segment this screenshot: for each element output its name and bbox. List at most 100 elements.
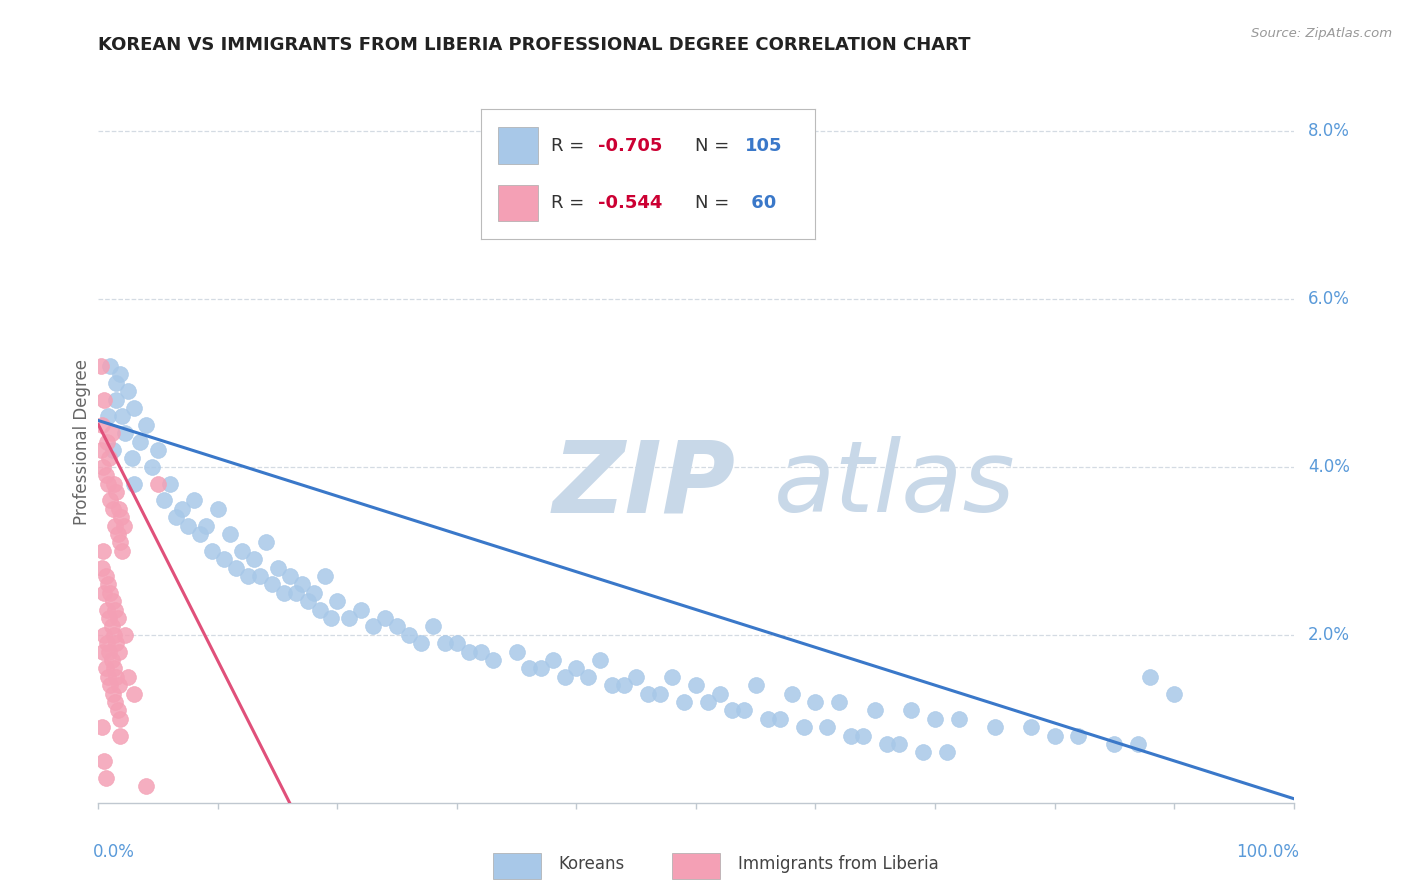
Point xyxy=(948,712,970,726)
Point xyxy=(889,737,911,751)
Text: 8.0%: 8.0% xyxy=(1308,121,1350,140)
Point xyxy=(129,434,152,449)
Point xyxy=(100,619,122,633)
Point xyxy=(302,586,325,600)
Point xyxy=(745,678,768,692)
Text: 6.0%: 6.0% xyxy=(1308,290,1350,308)
Point xyxy=(912,745,935,759)
Text: Immigrants from Liberia: Immigrants from Liberia xyxy=(738,855,939,873)
Point xyxy=(685,678,707,692)
Point xyxy=(100,653,122,667)
Point xyxy=(350,602,373,616)
Point xyxy=(249,569,271,583)
Text: ZIP: ZIP xyxy=(553,436,735,533)
Point xyxy=(105,670,128,684)
Point xyxy=(225,560,247,574)
Point xyxy=(98,611,121,625)
Point xyxy=(98,493,122,508)
Point xyxy=(98,359,122,373)
Point xyxy=(91,644,114,658)
Point xyxy=(697,695,720,709)
Point xyxy=(1067,729,1090,743)
Point xyxy=(148,476,170,491)
Point xyxy=(91,543,114,558)
Point xyxy=(94,468,117,483)
Point xyxy=(91,417,114,432)
Point xyxy=(804,695,827,709)
Point xyxy=(188,527,211,541)
Point xyxy=(1104,737,1126,751)
Point xyxy=(96,636,118,650)
Point xyxy=(172,501,194,516)
Text: Koreans: Koreans xyxy=(558,855,624,873)
Point xyxy=(105,636,128,650)
Point xyxy=(124,687,146,701)
Point xyxy=(817,720,839,734)
Point xyxy=(117,670,139,684)
Point xyxy=(101,687,124,701)
Point xyxy=(114,628,136,642)
Point xyxy=(135,779,157,793)
Point xyxy=(284,586,307,600)
Point xyxy=(236,569,259,583)
Point xyxy=(756,712,779,726)
Point xyxy=(135,417,157,432)
Point xyxy=(865,703,887,717)
Point xyxy=(709,687,731,701)
Point xyxy=(984,720,1007,734)
Point xyxy=(852,729,875,743)
Point xyxy=(108,535,131,549)
Point xyxy=(1043,729,1066,743)
Text: 4.0%: 4.0% xyxy=(1308,458,1350,475)
Point xyxy=(103,476,125,491)
Point xyxy=(517,661,540,675)
Point xyxy=(96,434,118,449)
Point xyxy=(93,628,115,642)
Point xyxy=(422,619,444,633)
Text: 100.0%: 100.0% xyxy=(1236,843,1299,861)
Point xyxy=(97,577,120,591)
Point xyxy=(637,687,659,701)
Point xyxy=(93,586,115,600)
Point xyxy=(108,712,131,726)
Point xyxy=(110,510,132,524)
Point xyxy=(278,569,301,583)
Point xyxy=(673,695,696,709)
Point xyxy=(98,644,121,658)
Point xyxy=(530,661,553,675)
Point xyxy=(107,611,129,625)
Point xyxy=(103,661,125,675)
Point xyxy=(793,720,815,734)
Point xyxy=(101,594,124,608)
Point xyxy=(900,703,922,717)
Point xyxy=(458,644,481,658)
Point xyxy=(97,409,120,424)
Point xyxy=(93,754,115,768)
Point xyxy=(114,426,136,441)
Point xyxy=(733,703,755,717)
Point xyxy=(97,476,120,491)
Point xyxy=(339,611,361,625)
Point xyxy=(470,644,492,658)
Point xyxy=(177,518,200,533)
Point xyxy=(297,594,319,608)
Point xyxy=(90,359,112,373)
Point xyxy=(201,543,224,558)
Point xyxy=(105,392,128,407)
Point xyxy=(94,771,117,785)
Point xyxy=(363,619,385,633)
Point xyxy=(254,535,277,549)
Point xyxy=(91,459,114,474)
Point xyxy=(98,586,122,600)
Point xyxy=(97,670,120,684)
Point xyxy=(578,670,600,684)
Point xyxy=(101,442,124,457)
Point xyxy=(96,602,118,616)
Text: 0.0%: 0.0% xyxy=(93,843,135,861)
Point xyxy=(90,442,112,457)
Point xyxy=(650,687,672,701)
Point xyxy=(565,661,588,675)
Point xyxy=(104,602,127,616)
Point xyxy=(267,560,290,574)
Point xyxy=(398,628,420,642)
